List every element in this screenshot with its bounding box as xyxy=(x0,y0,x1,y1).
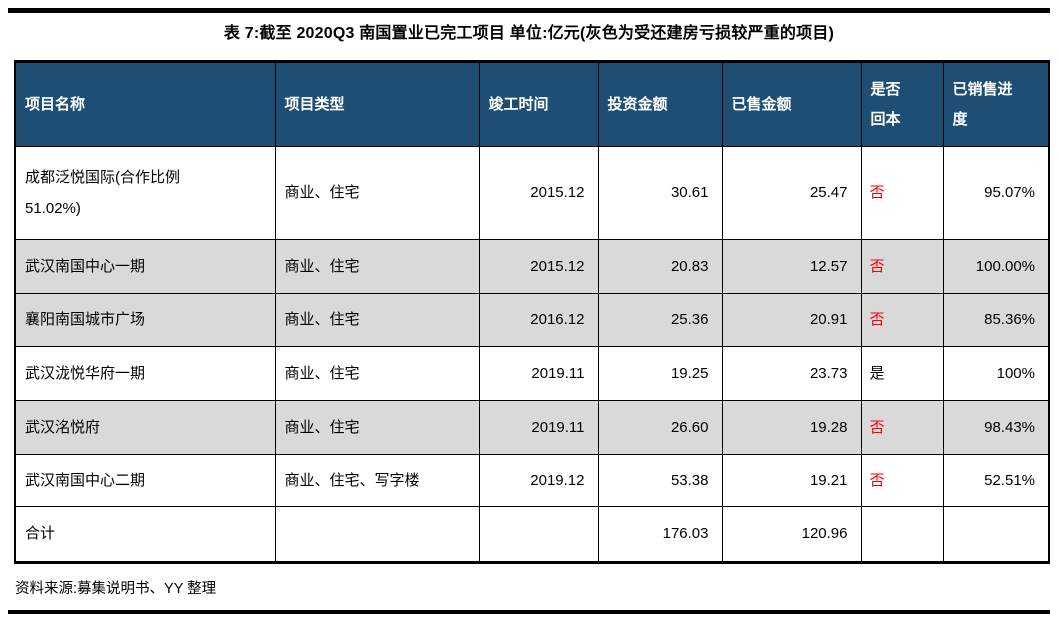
sales-progress-cell: 98.43% xyxy=(942,400,1050,455)
sales-progress-cell xyxy=(942,506,1050,563)
project-name-cell: 襄阳南国城市广场 xyxy=(14,293,276,347)
payback-cell: 否 xyxy=(860,146,944,240)
table-row: 武汉南国中心二期 商业、住宅、写字楼 2019.12 53.38 19.21 否… xyxy=(14,454,1050,507)
table-row: 武汉洺悦府 商业、住宅 2019.11 26.60 19.28 否 98.43% xyxy=(14,400,1050,455)
table-row: 武汉泷悦华府一期 商业、住宅 2019.11 19.25 23.73 是 100… xyxy=(14,346,1050,401)
project-type-cell: 商业、住宅 xyxy=(274,400,480,455)
completed-projects-table: 项目名称 项目类型 竣工时间 投资金额 已售金额 是否 回本 已销售进 度 成都… xyxy=(14,60,1050,564)
payback-cell: 否 xyxy=(860,239,944,294)
total-investment-cell: 176.03 xyxy=(597,506,723,563)
project-type-cell: 商业、住宅、写字楼 xyxy=(274,454,480,507)
table-row: 武汉南国中心一期 商业、住宅 2015.12 20.83 12.57 否 100… xyxy=(14,239,1050,294)
bottom-divider xyxy=(8,610,1050,614)
top-divider xyxy=(8,8,1050,13)
project-type-cell: 商业、住宅 xyxy=(274,346,480,401)
investment-cell: 25.36 xyxy=(597,293,723,347)
sales-progress-cell: 52.51% xyxy=(942,454,1050,507)
investment-cell: 20.83 xyxy=(597,239,723,294)
completion-date-cell: 2019.12 xyxy=(478,454,599,507)
project-name-cell: 武汉南国中心二期 xyxy=(14,454,276,507)
sales-progress-cell: 100.00% xyxy=(942,239,1050,294)
project-type-cell: 商业、住宅 xyxy=(274,146,480,240)
sales-progress-cell: 100% xyxy=(942,346,1050,401)
total-label-cell: 合计 xyxy=(14,506,276,563)
sold-amount-cell: 19.28 xyxy=(721,400,862,455)
payback-cell: 否 xyxy=(860,400,944,455)
total-row: 合计 176.03 120.96 xyxy=(14,506,1050,563)
header-payback: 是否 回本 xyxy=(860,61,944,147)
completion-date-cell: 2015.12 xyxy=(478,239,599,294)
completion-date-cell xyxy=(478,506,599,563)
header-sold-amount: 已售金额 xyxy=(721,61,862,147)
header-sales-progress: 已销售进 度 xyxy=(942,61,1050,147)
investment-cell: 19.25 xyxy=(597,346,723,401)
completion-date-cell: 2016.12 xyxy=(478,293,599,347)
source-note: 资料来源:募集说明书、YY 整理 xyxy=(15,581,217,597)
project-name-cell: 武汉泷悦华府一期 xyxy=(14,346,276,401)
payback-cell: 否 xyxy=(860,454,944,507)
sold-amount-cell: 23.73 xyxy=(721,346,862,401)
investment-cell: 26.60 xyxy=(597,400,723,455)
completion-date-cell: 2019.11 xyxy=(478,346,599,401)
payback-cell xyxy=(860,506,944,563)
investment-cell: 53.38 xyxy=(597,454,723,507)
project-name-cell: 武汉洺悦府 xyxy=(14,400,276,455)
payback-cell: 是 xyxy=(860,346,944,401)
project-name-cell: 成都泛悦国际(合作比例 51.02%) xyxy=(14,146,276,240)
header-project-type: 项目类型 xyxy=(274,61,480,147)
investment-cell: 30.61 xyxy=(597,146,723,240)
completion-date-cell: 2015.12 xyxy=(478,146,599,240)
project-type-cell xyxy=(274,506,480,563)
sold-amount-cell: 25.47 xyxy=(721,146,862,240)
payback-cell: 否 xyxy=(860,293,944,347)
table-row: 襄阳南国城市广场 商业、住宅 2016.12 25.36 20.91 否 85.… xyxy=(14,293,1050,347)
header-completion-date: 竣工时间 xyxy=(478,61,599,147)
table-row: 成都泛悦国际(合作比例 51.02%) 商业、住宅 2015.12 30.61 … xyxy=(14,146,1050,240)
completion-date-cell: 2019.11 xyxy=(478,400,599,455)
sold-amount-cell: 19.21 xyxy=(721,454,862,507)
project-type-cell: 商业、住宅 xyxy=(274,293,480,347)
header-investment: 投资金额 xyxy=(597,61,723,147)
header-project-name: 项目名称 xyxy=(14,61,276,147)
sold-amount-cell: 20.91 xyxy=(721,293,862,347)
sales-progress-cell: 85.36% xyxy=(942,293,1050,347)
project-type-cell: 商业、住宅 xyxy=(274,239,480,294)
total-sold-amount-cell: 120.96 xyxy=(721,506,862,563)
sold-amount-cell: 12.57 xyxy=(721,239,862,294)
sales-progress-cell: 95.07% xyxy=(942,146,1050,240)
table-title: 表 7:截至 2020Q3 南国置业已完工项目 单位:亿元(灰色为受还建房亏损较… xyxy=(223,25,835,42)
project-name-cell: 武汉南国中心一期 xyxy=(14,239,276,294)
header-row: 项目名称 项目类型 竣工时间 投资金额 已售金额 是否 回本 已销售进 度 xyxy=(14,61,1050,147)
